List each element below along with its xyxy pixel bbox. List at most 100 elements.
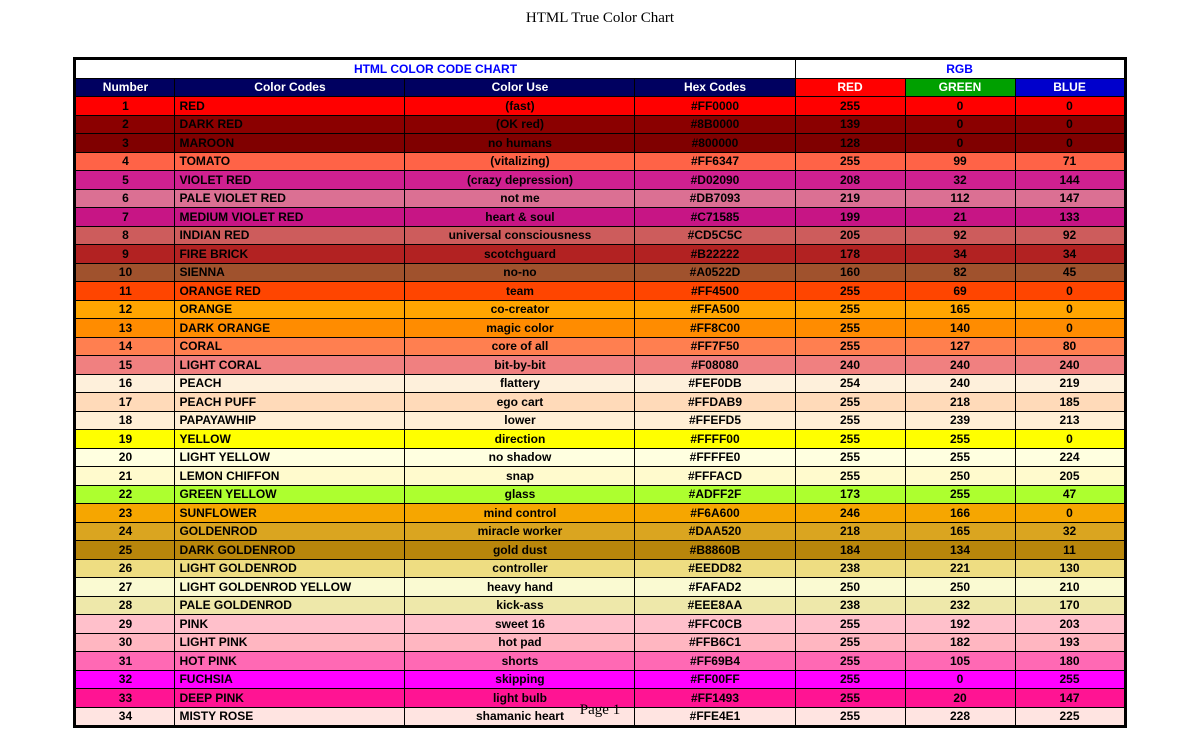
cell-red: 218 [795,522,905,541]
cell-hex: #D02090 [635,171,795,190]
cell-hex: #FF69B4 [635,652,795,671]
color-chart-table: HTML COLOR CODE CHART RGB Number Color C… [73,57,1126,728]
cell-hex: #FF7F50 [635,337,795,356]
cell-red: 173 [795,485,905,504]
cell-red: 255 [795,97,905,116]
cell-blue: 224 [1015,448,1125,467]
page-number: Page 1 [0,702,1200,719]
cell-blue: 47 [1015,485,1125,504]
cell-hex: #FF6347 [635,152,795,171]
cell-green: 255 [905,485,1015,504]
cell-color-use: sweet 16 [405,615,635,634]
cell-color-name: LIGHT GOLDENROD YELLOW [175,578,405,597]
cell-green: 105 [905,652,1015,671]
cell-green: 255 [905,448,1015,467]
cell-hex: #B8860B [635,541,795,560]
cell-color-use: gold dust [405,541,635,560]
cell-red: 255 [795,670,905,689]
cell-red: 255 [795,282,905,301]
table-row: 7MEDIUM VIOLET REDheart & soul#C71585199… [75,208,1125,227]
cell-green: 34 [905,245,1015,264]
cell-color-use: mind control [405,504,635,523]
table-row: 32FUCHSIAskipping#FF00FF2550255 [75,670,1125,689]
table-row: 18PAPAYAWHIPlower#FFEFD5255239213 [75,411,1125,430]
cell-blue: 11 [1015,541,1125,560]
cell-blue: 255 [1015,670,1125,689]
table-row: 15LIGHT CORALbit-by-bit#F08080240240240 [75,356,1125,375]
cell-green: 240 [905,374,1015,393]
cell-hex: #FFC0CB [635,615,795,634]
cell-color-name: SUNFLOWER [175,504,405,523]
cell-color-name: PEACH [175,374,405,393]
cell-color-name: FIRE BRICK [175,245,405,264]
cell-red: 184 [795,541,905,560]
cell-hex: #EEE8AA [635,596,795,615]
table-row: 12ORANGEco-creator#FFA5002551650 [75,300,1125,319]
cell-red: 255 [795,393,905,412]
cell-red: 205 [795,226,905,245]
document-title: HTML True Color Chart [0,0,1200,27]
cell-number: 25 [75,541,175,560]
cell-red: 238 [795,596,905,615]
cell-number: 28 [75,596,175,615]
cell-color-use: miracle worker [405,522,635,541]
cell-number: 24 [75,522,175,541]
cell-red: 199 [795,208,905,227]
col-codes: Color Codes [175,78,405,97]
table-row: 21LEMON CHIFFONsnap#FFFACD255250205 [75,467,1125,486]
cell-blue: 133 [1015,208,1125,227]
cell-color-use: (fast) [405,97,635,116]
cell-red: 255 [795,467,905,486]
cell-hex: #FF8C00 [635,319,795,338]
cell-hex: #F6A600 [635,504,795,523]
cell-blue: 203 [1015,615,1125,634]
cell-number: 13 [75,319,175,338]
table-row: 17PEACH PUFFego cart#FFDAB9255218185 [75,393,1125,412]
cell-green: 127 [905,337,1015,356]
cell-color-name: DARK ORANGE [175,319,405,338]
cell-color-name: MEDIUM VIOLET RED [175,208,405,227]
cell-green: 165 [905,300,1015,319]
cell-color-use: controller [405,559,635,578]
cell-red: 208 [795,171,905,190]
cell-hex: #B22222 [635,245,795,264]
cell-color-use: no humans [405,134,635,153]
cell-green: 32 [905,171,1015,190]
cell-green: 0 [905,115,1015,134]
cell-red: 255 [795,430,905,449]
table-row: 24GOLDENRODmiracle worker#DAA52021816532 [75,522,1125,541]
cell-green: 240 [905,356,1015,375]
cell-green: 82 [905,263,1015,282]
cell-color-use: heart & soul [405,208,635,227]
cell-number: 3 [75,134,175,153]
cell-color-use: scotchguard [405,245,635,264]
page: HTML True Color Chart HTML COLOR CODE CH… [0,0,1200,729]
cell-color-use: magic color [405,319,635,338]
cell-color-use: not me [405,189,635,208]
cell-color-use: no-no [405,263,635,282]
cell-number: 18 [75,411,175,430]
cell-blue: 0 [1015,430,1125,449]
cell-blue: 147 [1015,189,1125,208]
cell-blue: 45 [1015,263,1125,282]
cell-color-name: HOT PINK [175,652,405,671]
cell-number: 8 [75,226,175,245]
cell-color-name: DARK GOLDENROD [175,541,405,560]
column-header-row: Number Color Codes Color Use Hex Codes R… [75,78,1125,97]
cell-green: 0 [905,97,1015,116]
cell-red: 254 [795,374,905,393]
cell-red: 255 [795,652,905,671]
cell-hex: #FFDAB9 [635,393,795,412]
cell-number: 20 [75,448,175,467]
cell-green: 239 [905,411,1015,430]
cell-green: 0 [905,134,1015,153]
cell-number: 5 [75,171,175,190]
cell-hex: #FF00FF [635,670,795,689]
cell-color-use: no shadow [405,448,635,467]
cell-blue: 0 [1015,97,1125,116]
cell-hex: #DB7093 [635,189,795,208]
table-row: 5VIOLET RED(crazy depression)#D020902083… [75,171,1125,190]
cell-number: 23 [75,504,175,523]
cell-red: 255 [795,300,905,319]
table-row: 19YELLOWdirection#FFFF002552550 [75,430,1125,449]
